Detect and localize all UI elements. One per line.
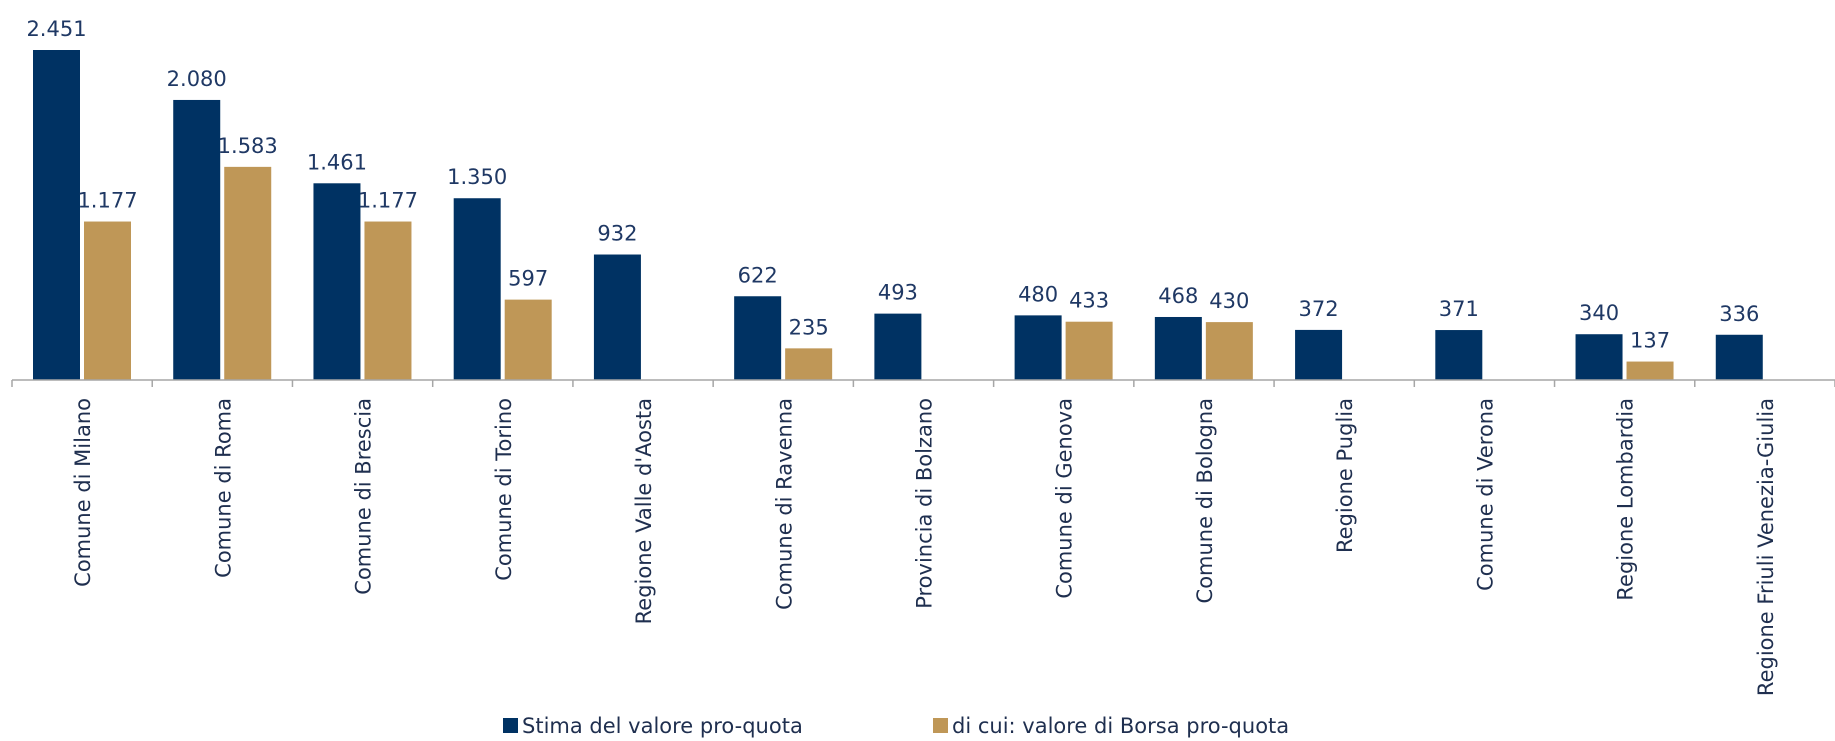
bar: [453, 198, 501, 380]
value-label: 1.461: [307, 150, 367, 174]
x-tick-label: Provincia di Bolzano: [913, 398, 937, 609]
x-tick-label: Comune di Brescia: [352, 398, 376, 595]
x-tick-label: Comune di Ravenna: [772, 398, 796, 610]
value-label: 137: [1630, 329, 1670, 353]
bar: [1065, 321, 1113, 380]
bar: [33, 50, 80, 380]
bar: [173, 99, 221, 380]
value-label: 2.080: [167, 67, 227, 91]
bar: [785, 348, 833, 380]
bar: [1295, 329, 1343, 380]
x-tick-label: Regione Valle d'Aosta: [632, 398, 656, 624]
legend-label: Stima del valore pro-quota: [522, 714, 803, 738]
value-label: 622: [738, 263, 778, 287]
x-tick-label: Regione Lombardia: [1614, 398, 1638, 601]
value-label: 235: [789, 315, 829, 339]
x-tick-label: Comune di Milano: [71, 398, 95, 587]
value-label: 1.177: [358, 189, 418, 213]
value-label: 1.177: [77, 189, 137, 213]
x-tick-label: Regione Friuli Venezia-Giulia: [1754, 398, 1778, 696]
value-label: 480: [1018, 282, 1058, 306]
bar: [593, 254, 641, 380]
x-tick-label: Comune di Torino: [492, 398, 516, 581]
bar: [1014, 315, 1062, 380]
value-label: 336: [1719, 302, 1759, 326]
bar: [1715, 334, 1763, 380]
value-label: 493: [878, 281, 918, 305]
value-label: 468: [1158, 284, 1198, 308]
bar: [1154, 316, 1202, 380]
bar: [224, 166, 272, 380]
x-tick-label: Comune di Genova: [1053, 398, 1077, 599]
value-label: 597: [508, 267, 548, 291]
bar: [1205, 322, 1253, 380]
bar: [84, 221, 131, 380]
x-tick-label: Regione Puglia: [1333, 398, 1357, 553]
bar: [734, 296, 782, 380]
value-label: 371: [1439, 297, 1479, 321]
value-label: 430: [1209, 289, 1249, 313]
bar: [874, 313, 922, 380]
x-tick-label: Comune di Bologna: [1193, 398, 1217, 603]
bar: [313, 183, 361, 380]
value-label: 2.451: [26, 17, 86, 41]
value-label: 1.583: [218, 134, 278, 158]
x-tick-label: Comune di Roma: [211, 398, 235, 578]
value-label: 932: [597, 222, 637, 246]
value-label: 1.350: [447, 165, 507, 189]
value-label: 433: [1069, 289, 1109, 313]
legend-swatch: [933, 718, 948, 733]
bar: [504, 299, 552, 380]
x-tick-label: Comune di Verona: [1473, 398, 1497, 591]
value-label: 340: [1579, 301, 1619, 325]
bar: [1435, 330, 1483, 380]
bar: [364, 221, 412, 380]
bar: [1626, 361, 1674, 380]
legend-label: di cui: valore di Borsa pro-quota: [952, 714, 1289, 738]
value-label: 372: [1299, 297, 1339, 321]
legend-swatch: [503, 718, 518, 733]
bar: [1575, 334, 1623, 380]
